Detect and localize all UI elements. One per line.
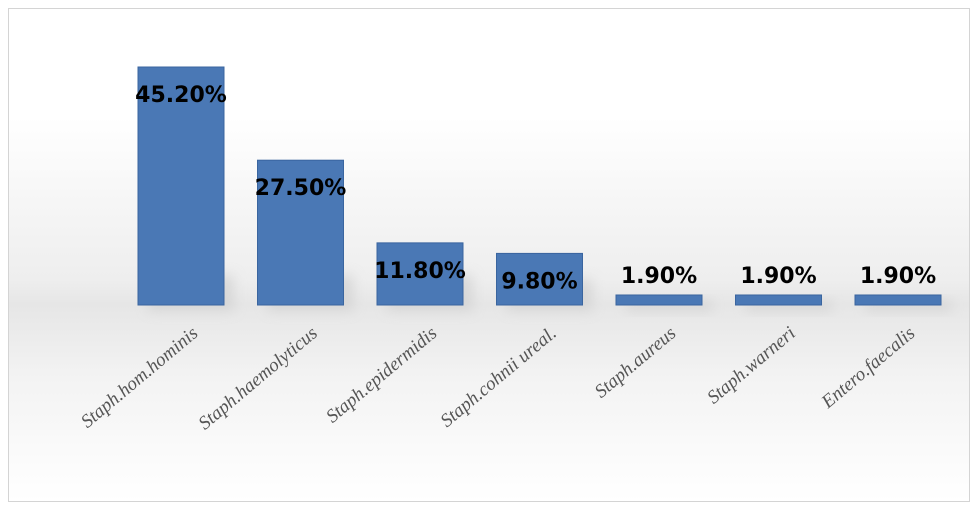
category-label: Staph.cohnii ureal. — [437, 323, 561, 432]
data-label: 45.20% — [135, 83, 227, 108]
category-label: Staph.haemolyticus — [195, 323, 322, 434]
bar — [257, 159, 344, 306]
category-label: Staph.epidermidis — [322, 323, 441, 428]
bar — [376, 242, 464, 306]
bar — [496, 252, 583, 306]
bar — [854, 294, 942, 306]
data-label: 1.90% — [740, 264, 816, 289]
bar — [615, 294, 703, 306]
category-label: Entero.faecalis — [817, 323, 919, 414]
category-label: Staph.aureus — [591, 323, 680, 403]
data-label: 27.50% — [255, 176, 347, 201]
data-label: 1.90% — [621, 264, 697, 289]
data-label: 1.90% — [860, 264, 936, 289]
data-label: 9.80% — [501, 269, 577, 294]
data-label: 11.80% — [374, 259, 466, 284]
bar — [735, 294, 822, 306]
bar — [137, 66, 225, 306]
category-label: Staph.hom.hominis — [77, 323, 202, 433]
category-label: Staph.warneri — [703, 323, 799, 409]
